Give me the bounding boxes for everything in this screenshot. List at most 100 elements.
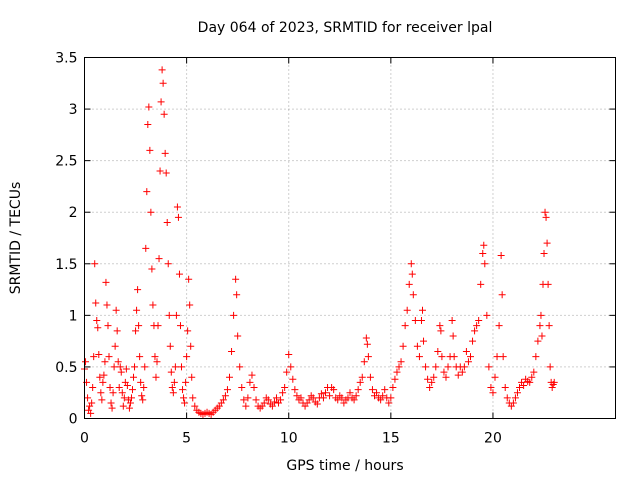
data-point — [305, 396, 313, 404]
data-point — [165, 311, 173, 319]
data-point — [485, 363, 493, 371]
data-point — [119, 402, 127, 410]
data-point — [114, 358, 122, 366]
data-point — [422, 363, 430, 371]
data-point — [550, 378, 558, 386]
data-point — [108, 404, 116, 412]
data-point — [112, 306, 120, 314]
data-point — [140, 384, 148, 392]
data-point — [417, 317, 425, 325]
data-point — [111, 342, 119, 350]
data-point — [364, 353, 372, 361]
data-point — [528, 373, 536, 381]
data-point — [178, 363, 186, 371]
data-point — [362, 334, 370, 342]
data-point — [189, 394, 197, 402]
data-point — [120, 394, 128, 402]
data-point — [130, 373, 138, 381]
data-point — [127, 394, 135, 402]
data-point — [233, 291, 241, 299]
data-point — [147, 208, 155, 216]
data-point — [110, 363, 118, 371]
data-point — [260, 399, 268, 407]
data-point — [426, 384, 434, 392]
data-point — [430, 373, 438, 381]
x-tick-label: 0 — [80, 431, 89, 447]
data-point — [139, 396, 147, 404]
data-point — [250, 384, 258, 392]
data-point — [397, 358, 405, 366]
data-point — [283, 368, 291, 376]
data-point — [408, 270, 416, 278]
data-point — [244, 394, 252, 402]
data-point — [469, 337, 477, 345]
data-point — [489, 389, 497, 397]
data-point — [142, 244, 150, 252]
data-point — [181, 399, 189, 407]
data-point — [144, 121, 152, 129]
data-point — [405, 280, 413, 288]
data-point — [183, 353, 191, 361]
data-point — [94, 324, 102, 332]
data-point — [162, 169, 170, 177]
data-point — [309, 394, 317, 402]
data-point — [391, 375, 399, 383]
y-tick-label: 0.5 — [55, 360, 77, 376]
chart-title: Day 064 of 2023, SRMTID for receiver lpa… — [198, 20, 493, 36]
data-point — [152, 373, 160, 381]
data-point — [449, 332, 457, 340]
data-point — [230, 311, 238, 319]
data-point — [268, 402, 276, 410]
data-point — [350, 396, 358, 404]
data-point — [387, 394, 395, 402]
data-point — [407, 260, 415, 268]
data-point — [98, 396, 106, 404]
data-point — [543, 239, 551, 247]
data-point — [117, 368, 125, 376]
data-point — [464, 358, 472, 366]
data-point — [167, 368, 175, 376]
data-point — [281, 384, 289, 392]
data-point — [401, 322, 409, 330]
data-point — [536, 322, 544, 330]
data-point — [479, 249, 487, 257]
x-tick-label: 20 — [484, 431, 502, 447]
data-point — [168, 384, 176, 392]
data-point — [126, 399, 134, 407]
x-tick-label: 5 — [182, 431, 191, 447]
data-point — [221, 392, 229, 400]
data-point — [133, 306, 141, 314]
data-point — [379, 392, 387, 400]
data-point — [373, 389, 381, 397]
data-point — [155, 255, 163, 263]
data-point — [103, 301, 111, 309]
x-axis-label: GPS time / hours — [286, 458, 403, 474]
data-point — [184, 327, 192, 335]
data-point — [338, 394, 346, 402]
data-point — [436, 322, 444, 330]
y-tick-label: 1 — [69, 308, 78, 324]
data-point — [542, 213, 550, 221]
data-point — [393, 368, 401, 376]
data-point — [368, 386, 376, 394]
data-point — [132, 327, 140, 335]
data-point — [176, 322, 184, 330]
data-point — [498, 291, 506, 299]
data-point — [128, 386, 136, 394]
data-point — [473, 322, 481, 330]
data-point — [252, 396, 260, 404]
data-point — [385, 399, 393, 407]
data-point — [548, 384, 556, 392]
data-point — [444, 363, 452, 371]
data-point — [541, 208, 549, 216]
data-point — [141, 363, 149, 371]
data-point — [137, 378, 145, 386]
data-point — [287, 363, 295, 371]
data-point — [424, 375, 432, 383]
data-point — [153, 358, 161, 366]
data-point — [223, 386, 231, 394]
data-point — [477, 280, 485, 288]
data-point — [101, 358, 109, 366]
data-point — [450, 353, 458, 361]
